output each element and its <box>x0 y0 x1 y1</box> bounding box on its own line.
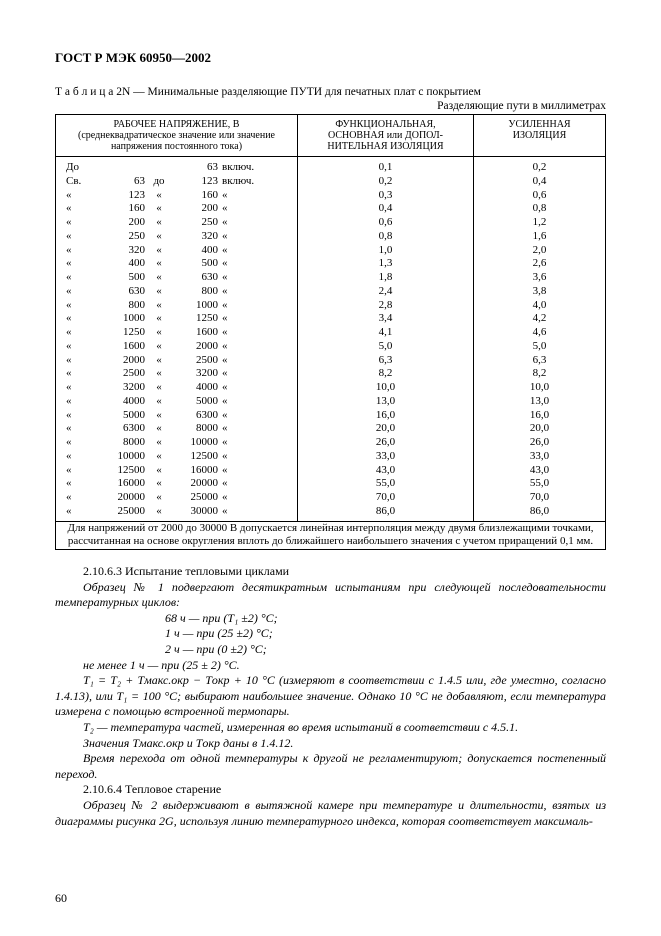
section-2-10-6-3-title: 2.10.6.3 Испытание тепловыми циклами <box>55 564 606 580</box>
col-header-reinforced: УСИЛЕННАЯ ИЗОЛЯЦИЯ <box>474 115 606 157</box>
table-row: «320«400«1,02,0 <box>56 244 606 258</box>
table-row: «8000«10000«26,026,0 <box>56 436 606 450</box>
section1-p5: Значения Tмакс.окр и Tокр даны в 1.4.12. <box>55 736 606 752</box>
table-row: «16000«20000«55,055,0 <box>56 477 606 491</box>
section1-p3: T₁ = T₂ + Tмакс.окр − Tокр + 10 °С (изме… <box>55 673 606 720</box>
col1-line1: РАБОЧЕЕ НАПРЯЖЕНИЕ, В <box>114 119 240 130</box>
table-row: «500«630«1,83,6 <box>56 271 606 285</box>
col2-line2: ОСНОВНАЯ или ДОПОЛ- <box>328 130 443 141</box>
table-row: «2500«3200«8,28,2 <box>56 367 606 381</box>
col3-line1: УСИЛЕННАЯ <box>508 119 570 130</box>
table-row: Св.63до123включ.0,20,4 <box>56 175 606 189</box>
col-header-voltage: РАБОЧЕЕ НАПРЯЖЕНИЕ, В (среднеквадратичес… <box>56 115 298 157</box>
table-row: «4000«5000«13,013,0 <box>56 395 606 409</box>
section-2-10-6-4-title: 2.10.6.4 Тепловое старение <box>55 782 606 798</box>
table-row: «160«200«0,40,8 <box>56 202 606 216</box>
table-row: «2000«2500«6,36,3 <box>56 354 606 368</box>
col3-line2: ИЗОЛЯЦИЯ <box>513 130 567 141</box>
table-row: «1250«1600«4,14,6 <box>56 326 606 340</box>
cycle-item: 1 ч — при (25 ±2) °С; <box>165 626 606 642</box>
col1-line2: (среднеквадратическое значение или значе… <box>78 130 275 152</box>
section1-p1: Образец № 1 подвергают десятикратным исп… <box>55 580 606 611</box>
table-row: «1000«1250«3,44,2 <box>56 312 606 326</box>
table-row: «1600«2000«5,05,0 <box>56 340 606 354</box>
table-row: «800«1000«2,84,0 <box>56 299 606 313</box>
section1-p2: не менее 1 ч — при (25 ± 2) °С. <box>55 658 606 674</box>
col2-line1: ФУНКЦИОНАЛЬНАЯ, <box>335 119 435 130</box>
table-row: «25000«30000«86,086,0 <box>56 505 606 519</box>
table-row: «200«250«0,61,2 <box>56 216 606 230</box>
table-row: «12500«16000«43,043,0 <box>56 464 606 478</box>
table-row: «20000«25000«70,070,0 <box>56 491 606 505</box>
table-footnote: Для напряжений от 2000 до 30000 В допуск… <box>56 521 606 550</box>
document-header: ГОСТ Р МЭК 60950—2002 <box>55 50 606 66</box>
cycle-list: 68 ч — при (T₁ ±2) °С;1 ч — при (25 ±2) … <box>55 611 606 658</box>
table-row: «250«320«0,81,6 <box>56 230 606 244</box>
table-caption: Т а б л и ц а 2N — Минимальные разделяющ… <box>55 86 606 98</box>
section2-p1: Образец № 2 выдерживают в вытяжной камер… <box>55 798 606 829</box>
col2-line3: НИТЕЛЬНАЯ ИЗОЛЯЦИЯ <box>327 141 443 152</box>
page-number: 60 <box>55 891 67 906</box>
creepage-table: РАБОЧЕЕ НАПРЯЖЕНИЕ, В (среднеквадратичес… <box>55 114 606 550</box>
cycle-item: 2 ч — при (0 ±2) °С; <box>165 642 606 658</box>
table-row: «3200«4000«10,010,0 <box>56 381 606 395</box>
table-row: «5000«6300«16,016,0 <box>56 409 606 423</box>
body-text: 2.10.6.3 Испытание тепловыми циклами Обр… <box>55 564 606 829</box>
section1-p6: Время перехода от одной температуры к др… <box>55 751 606 782</box>
section1-p4: T₂ — температура частей, измеренная во в… <box>55 720 606 736</box>
table-row: «630«800«2,43,8 <box>56 285 606 299</box>
table-row: «6300«8000«20,020,0 <box>56 422 606 436</box>
table-row: До63включ.0,10,2 <box>56 161 606 175</box>
cycle-item: 68 ч — при (T₁ ±2) °С; <box>165 611 606 627</box>
table-row: «123«160«0,30,6 <box>56 189 606 203</box>
table-row: «400«500«1,32,6 <box>56 257 606 271</box>
table-row: «10000«12500«33,033,0 <box>56 450 606 464</box>
table-subcaption: Разделяющие пути в миллиметрах <box>55 100 606 112</box>
col-header-functional: ФУНКЦИОНАЛЬНАЯ, ОСНОВНАЯ или ДОПОЛ- НИТЕ… <box>298 115 474 157</box>
